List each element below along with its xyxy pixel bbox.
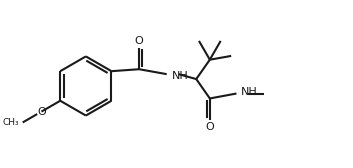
- Text: O: O: [37, 107, 46, 117]
- Text: CH₃: CH₃: [2, 118, 19, 127]
- Text: NH: NH: [241, 87, 258, 97]
- Text: O: O: [135, 36, 143, 46]
- Text: O: O: [205, 122, 214, 132]
- Text: NH: NH: [172, 71, 189, 81]
